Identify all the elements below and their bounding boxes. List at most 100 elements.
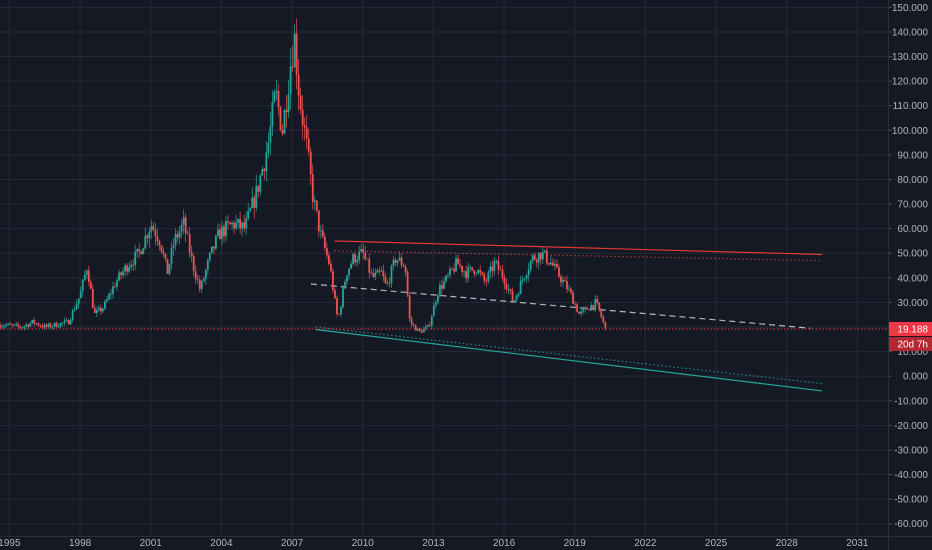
- y-tick-label: 140.000: [892, 27, 929, 38]
- candle-body: [432, 305, 435, 317]
- candle-body: [303, 125, 306, 128]
- candle-body: [287, 94, 290, 113]
- candle-body: [198, 280, 201, 290]
- candle-body: [471, 266, 474, 271]
- candle-body: [412, 324, 415, 326]
- candle-body: [378, 270, 381, 272]
- candle-body: [138, 248, 141, 252]
- candle-body: [428, 325, 431, 326]
- candle-body: [271, 102, 274, 127]
- candle-body: [164, 253, 167, 259]
- candle-body: [190, 252, 193, 256]
- candle-body: [414, 325, 417, 331]
- candle-body: [239, 218, 242, 229]
- candle-body: [317, 210, 320, 232]
- y-tick-label: 70.000: [897, 200, 928, 211]
- candle-body: [309, 151, 312, 175]
- candle-body: [307, 138, 310, 152]
- candle-body: [424, 326, 427, 329]
- candle-body: [398, 257, 401, 261]
- candle-body: [408, 295, 411, 319]
- candle-body: [354, 254, 357, 263]
- y-axis[interactable]: 150.000 140.000 130.000 120.000 110.000 100.0…: [888, 0, 928, 550]
- candle-body: [501, 269, 504, 278]
- x-tick-label: 2010: [352, 538, 375, 549]
- candle-body: [251, 197, 254, 209]
- trendlines: [310, 240, 823, 392]
- candle-body: [305, 127, 308, 139]
- candle-body: [402, 265, 405, 267]
- candle-body: [566, 281, 568, 290]
- y-tick-label: 120.000: [892, 77, 929, 88]
- x-tick-label: 2004: [210, 538, 233, 549]
- candle-body: [237, 218, 240, 223]
- candle-body: [289, 66, 292, 95]
- candle-body: [350, 264, 353, 269]
- candle-body: [150, 226, 153, 232]
- candle-body: [358, 251, 361, 261]
- candle-body: [386, 282, 389, 284]
- candle-body: [570, 288, 572, 293]
- candle-body: [598, 302, 601, 311]
- y-tick-label: -40.000: [894, 470, 928, 481]
- candle-body: [39, 325, 42, 327]
- candle-body: [223, 226, 225, 237]
- candle-body: [61, 322, 64, 324]
- candle-body: [582, 309, 585, 312]
- candle-body: [122, 271, 124, 276]
- candle-body: [132, 264, 135, 266]
- candle-body: [418, 328, 421, 331]
- candle-body: [47, 323, 50, 327]
- y-tick-label: -30.000: [894, 445, 928, 456]
- candle-body: [392, 259, 395, 266]
- candle-body: [410, 318, 413, 325]
- candle-body: [144, 235, 147, 249]
- candle-body: [549, 262, 552, 265]
- candle-body: [558, 266, 560, 277]
- candle-body: [13, 324, 16, 326]
- candle-body: [25, 324, 28, 327]
- candle-body: [97, 307, 100, 310]
- trendline-support: [315, 326, 823, 385]
- trendline-resistance: [334, 240, 823, 256]
- candle-body: [346, 275, 348, 282]
- candle-body: [315, 200, 318, 211]
- candle-body: [507, 288, 510, 290]
- candle-body: [586, 307, 589, 310]
- x-tick-label: 2001: [140, 538, 163, 549]
- candle-body: [497, 260, 500, 270]
- candle-body: [515, 295, 518, 301]
- y-tick-label: 100.000: [892, 126, 929, 137]
- candle-body: [168, 263, 171, 274]
- candle-body: [297, 74, 300, 96]
- candle-body: [212, 246, 215, 249]
- candle-body: [59, 322, 62, 327]
- x-axis[interactable]: 1995 1998 2001 2004 2007 2010 2013 2016 2019 2022…: [0, 536, 932, 550]
- candle-body: [475, 273, 478, 275]
- candles: [0, 18, 607, 334]
- candle-body: [265, 152, 268, 172]
- candle-body: [473, 270, 476, 274]
- candle-body: [71, 310, 74, 321]
- candle-body: [247, 211, 250, 219]
- candle-body: [192, 255, 195, 272]
- candle-body: [206, 260, 209, 271]
- candle-body: [338, 314, 340, 315]
- y-tick-label: 10.000: [897, 347, 928, 358]
- candle-body: [463, 271, 465, 273]
- candle-body: [291, 66, 294, 68]
- candle-body: [142, 248, 145, 255]
- candle-body: [443, 281, 445, 289]
- candle-body: [91, 288, 94, 309]
- candle-body: [311, 174, 314, 202]
- candle-body: [267, 142, 270, 153]
- candle-body: [594, 299, 597, 309]
- candle-body: [55, 322, 58, 327]
- candle-body: [451, 268, 453, 270]
- candle-body: [523, 278, 526, 280]
- candle-body: [227, 221, 229, 223]
- candle-body: [459, 264, 461, 266]
- candle-body: [509, 288, 512, 291]
